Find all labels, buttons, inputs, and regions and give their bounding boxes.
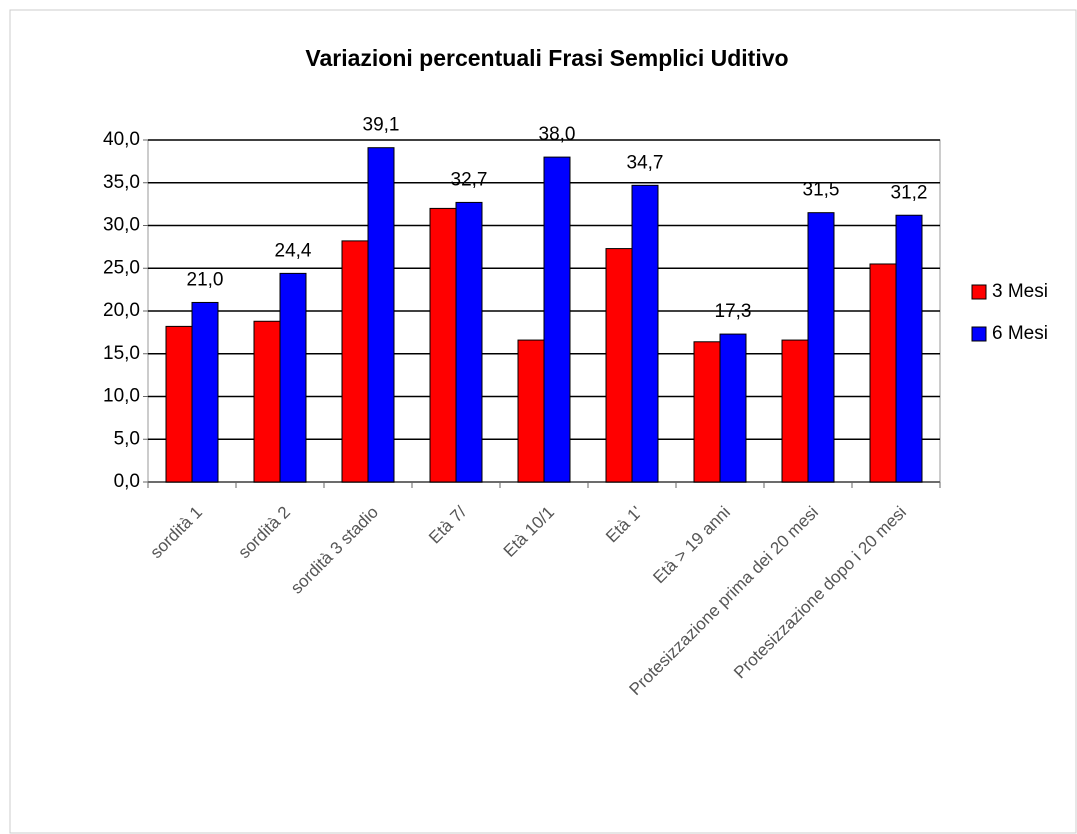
bar <box>895 214 923 483</box>
bar <box>719 333 747 483</box>
y-tick-label: 0,0 <box>114 471 140 492</box>
bar <box>543 156 571 483</box>
value-label: 39,1 <box>363 115 400 136</box>
value-label: 32,7 <box>451 169 488 190</box>
y-tick-label: 15,0 <box>103 343 140 364</box>
bar <box>341 240 369 483</box>
y-tick-label: 30,0 <box>103 215 140 236</box>
value-label: 24,4 <box>275 240 312 261</box>
bar <box>367 147 395 483</box>
value-label: 21,0 <box>187 269 224 290</box>
y-tick-label: 20,0 <box>103 300 140 321</box>
legend-swatch <box>971 284 987 300</box>
chart-title: Variazioni percentuali Frasi Semplici Ud… <box>305 45 788 71</box>
bar <box>455 201 483 483</box>
legend-swatch <box>971 326 987 342</box>
bar <box>279 272 307 483</box>
bar <box>605 248 633 483</box>
bar <box>253 320 281 483</box>
bar <box>693 341 721 483</box>
bar <box>807 212 835 483</box>
value-label: 34,7 <box>627 152 664 173</box>
bar <box>191 301 219 483</box>
bar <box>429 207 457 483</box>
value-label: 17,3 <box>715 301 752 322</box>
y-tick-label: 40,0 <box>103 129 140 150</box>
bar <box>165 325 193 483</box>
y-tick-label: 25,0 <box>103 257 140 278</box>
bar <box>781 339 809 483</box>
y-tick-label: 35,0 <box>103 172 140 193</box>
bar <box>517 339 545 483</box>
bar <box>869 263 897 483</box>
value-label: 31,5 <box>803 180 840 201</box>
bar <box>631 184 659 483</box>
y-tick-label: 5,0 <box>114 428 140 449</box>
legend-label: 3 Mesi <box>992 281 1048 302</box>
value-label: 31,2 <box>891 182 928 203</box>
value-label: 38,0 <box>539 124 576 145</box>
y-tick-label: 10,0 <box>103 386 140 407</box>
legend-label: 6 Mesi <box>992 323 1048 344</box>
